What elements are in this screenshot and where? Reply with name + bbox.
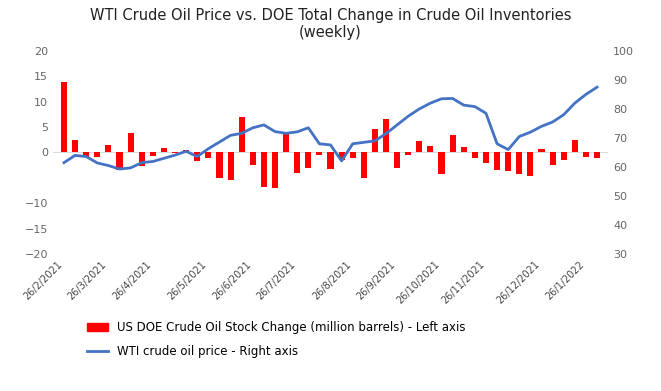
Bar [594, 152, 600, 158]
Legend: US DOE Crude Oil Stock Change (million barrels) - Left axis, WTI crude oil price: US DOE Crude Oil Stock Change (million b… [87, 321, 466, 358]
Bar [116, 152, 122, 170]
Bar [105, 145, 112, 152]
Bar [383, 120, 389, 152]
Bar [194, 152, 200, 161]
Bar [61, 83, 67, 152]
Bar [416, 141, 422, 152]
Bar [128, 133, 134, 152]
Bar [461, 147, 467, 152]
Bar [72, 140, 78, 152]
Bar [294, 152, 300, 173]
Bar [438, 152, 445, 174]
Bar [428, 146, 434, 152]
Bar [227, 152, 233, 180]
Bar [183, 150, 189, 152]
Bar [83, 152, 89, 157]
Bar [572, 140, 578, 152]
Bar [539, 149, 545, 152]
Title: WTI Crude Oil Price vs. DOE Total Change in Crude Oil Inventories
(weekly): WTI Crude Oil Price vs. DOE Total Change… [90, 7, 571, 40]
Bar [216, 152, 223, 178]
Bar [239, 117, 245, 152]
Bar [494, 152, 500, 170]
Bar [283, 132, 289, 152]
Bar [516, 152, 522, 174]
Bar [583, 152, 589, 157]
Bar [394, 152, 400, 168]
Bar [95, 152, 100, 156]
Bar [361, 152, 367, 178]
Bar [150, 152, 156, 156]
Bar [338, 152, 344, 160]
Bar [505, 152, 511, 171]
Bar [405, 152, 411, 155]
Bar [483, 152, 489, 163]
Bar [327, 152, 334, 169]
Bar [372, 129, 378, 152]
Bar [139, 152, 145, 166]
Bar [272, 152, 278, 188]
Bar [261, 152, 267, 187]
Bar [172, 152, 178, 153]
Bar [161, 148, 167, 152]
Bar [305, 152, 311, 168]
Bar [350, 152, 356, 158]
Bar [206, 152, 212, 158]
Bar [561, 152, 566, 160]
Bar [317, 152, 323, 154]
Bar [527, 152, 533, 176]
Bar [449, 135, 455, 152]
Bar [250, 152, 256, 165]
Bar [549, 152, 556, 165]
Bar [472, 152, 478, 158]
